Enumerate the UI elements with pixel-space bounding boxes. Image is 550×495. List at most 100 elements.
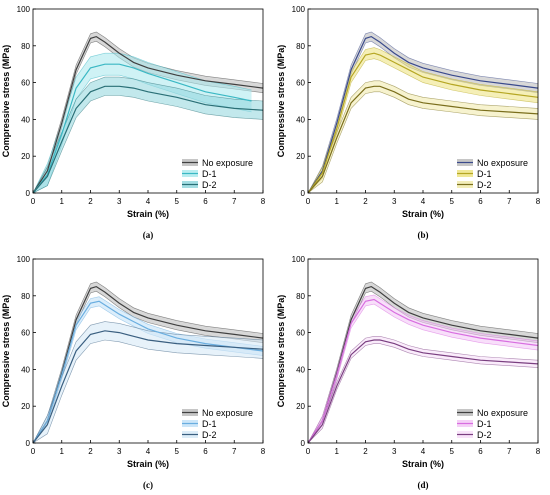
series-band [33,321,263,443]
x-tick-label: 1 [60,197,65,206]
y-tick-label: 80 [21,292,30,301]
series-band-upper [32,281,264,444]
legend-label: No exposure [477,158,528,168]
x-tick-label: 0 [31,197,36,206]
y-tick-label: 60 [296,79,305,88]
y-tick-label: 20 [296,152,305,161]
series-line [307,85,539,194]
series-line [307,298,539,444]
legend-label: D-1 [477,419,492,429]
series-band-lower [307,303,539,444]
x-tick-label: 5 [175,197,180,206]
series-line [32,35,264,194]
series-band [33,77,263,193]
series-band [308,294,538,443]
x-tick-label: 0 [31,447,36,456]
series-band-lower [307,91,539,194]
series-band-lower [32,339,264,444]
x-tick-label: 1 [60,447,65,456]
legend-label: D-2 [202,180,217,190]
x-axis-label: Strain (%) [402,459,444,469]
legend-label: D-1 [202,169,217,179]
x-tick-label: 8 [261,197,266,206]
x-tick-label: 4 [146,447,151,456]
y-tick-label: 20 [21,402,30,411]
x-tick-label: 8 [536,447,541,456]
series-band [308,282,538,443]
series-band-upper [32,31,264,194]
y-tick-label: 60 [21,329,30,338]
series-band [308,336,538,443]
panel-caption: (c) [143,480,153,490]
series-band [308,80,538,193]
y-tick-label: 100 [17,255,31,264]
series-line [32,63,252,194]
x-tick-label: 0 [306,447,311,456]
x-tick-label: 0 [306,197,311,206]
series-line [32,285,264,444]
series-band-upper [307,281,539,444]
panel-caption: (d) [418,480,429,490]
legend-label: D-2 [202,430,217,440]
y-tick-label: 60 [21,79,30,88]
series-band-upper [307,80,539,194]
x-tick-label: 5 [450,197,455,206]
x-tick-label: 6 [478,447,483,456]
x-tick-label: 6 [478,197,483,206]
legend-label: No exposure [202,408,253,418]
y-tick-label: 0 [301,189,306,198]
y-tick-label: 60 [296,329,305,338]
x-tick-label: 3 [117,197,122,206]
series-line [307,52,539,194]
series-band-lower [307,58,539,194]
series-band [33,53,252,194]
x-tick-label: 5 [175,447,180,456]
series-line [32,330,264,444]
y-tick-label: 80 [296,292,305,301]
y-tick-label: 80 [21,42,30,51]
x-tick-label: 2 [88,197,93,206]
x-tick-label: 4 [421,197,426,206]
series-band-upper [307,336,539,444]
x-tick-label: 7 [507,447,512,456]
panel-caption: (b) [418,230,429,240]
y-axis-label: Compressive stress (MPa) [276,295,286,408]
x-tick-label: 6 [203,447,208,456]
x-axis-label: Strain (%) [127,209,169,219]
x-tick-label: 6 [203,197,208,206]
x-tick-label: 7 [232,447,237,456]
x-axis-label: Strain (%) [402,209,444,219]
x-tick-label: 2 [363,197,368,206]
x-axis-label: Strain (%) [127,459,169,469]
x-tick-label: 2 [363,447,368,456]
panel-caption: (a) [143,230,154,240]
y-tick-label: 40 [21,115,30,124]
series-band-upper [307,294,539,444]
y-tick-label: 40 [296,115,305,124]
legend-label: No exposure [202,158,253,168]
x-tick-label: 8 [536,197,541,206]
series-band-upper [307,31,539,194]
legend-label: D-2 [477,430,492,440]
y-tick-label: 40 [21,365,30,374]
y-tick-label: 0 [301,439,306,448]
series-band [33,296,263,443]
x-tick-label: 7 [507,197,512,206]
y-tick-label: 20 [296,402,305,411]
legend-label: No exposure [477,408,528,418]
x-tick-label: 4 [421,447,426,456]
x-tick-label: 2 [88,447,93,456]
y-axis-label: Compressive stress (MPa) [276,45,286,158]
x-tick-label: 3 [117,447,122,456]
y-tick-label: 100 [292,5,306,14]
x-tick-label: 8 [261,447,266,456]
y-tick-label: 40 [296,365,305,374]
legend-label: D-1 [477,169,492,179]
x-tick-label: 7 [232,197,237,206]
series-band-lower [32,95,264,194]
